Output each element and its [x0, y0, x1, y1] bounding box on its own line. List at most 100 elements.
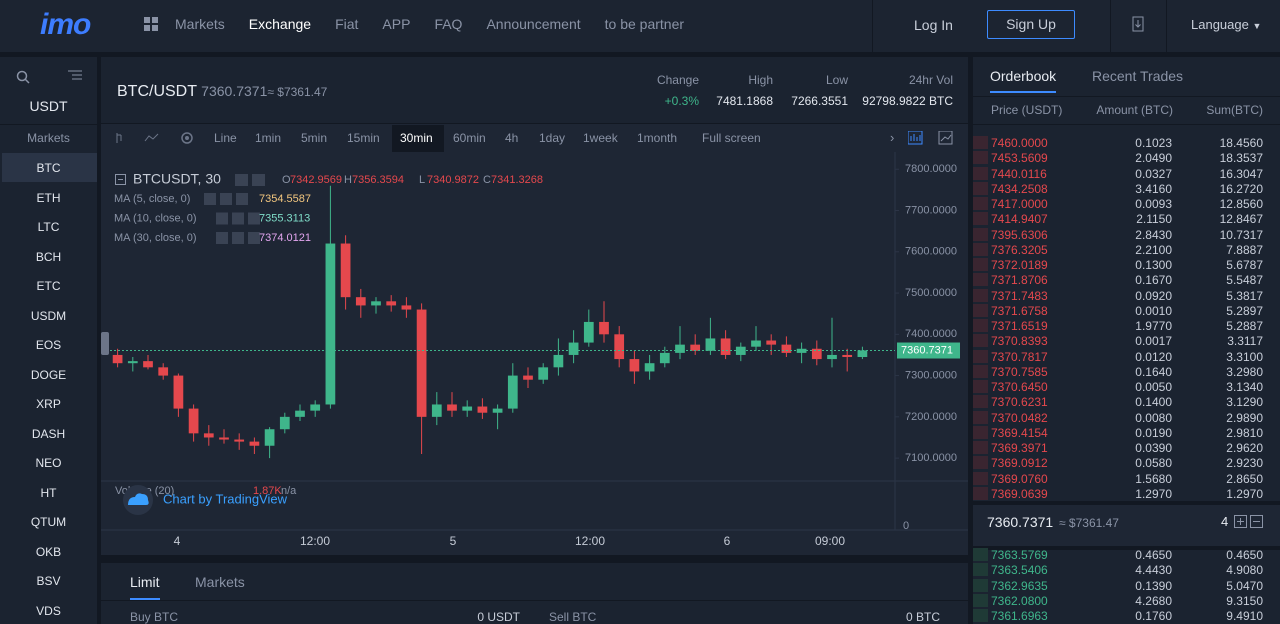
book-price[interactable]: 7362.0800 — [991, 593, 1048, 608]
search-icon[interactable] — [16, 70, 30, 84]
coin[interactable]: BCH — [35, 249, 62, 264]
coin[interactable]: USDM — [30, 308, 67, 323]
tool-item[interactable]: Line — [214, 131, 237, 145]
toolbar-icons[interactable] — [114, 131, 204, 145]
tool-item[interactable]: 60min — [453, 131, 486, 145]
book-sum: 16.2720 — [1219, 181, 1263, 196]
coin[interactable]: EOS — [35, 338, 62, 352]
coin[interactable]: LTC — [37, 220, 60, 234]
book-price[interactable]: 7371.8706 — [991, 273, 1048, 288]
indicator-icon[interactable] — [236, 193, 248, 205]
coin[interactable]: OKB — [35, 544, 62, 559]
quote[interactable]: USDT — [29, 98, 68, 114]
download-icon[interactable] — [1132, 16, 1144, 32]
tool-item[interactable]: 1week — [583, 131, 618, 145]
logo[interactable]: imo — [40, 8, 91, 41]
indicator-name: MA (5, close, 0) — [114, 193, 190, 205]
coin[interactable]: HT — [40, 485, 57, 500]
book-price[interactable]: 7370.6450 — [991, 380, 1048, 395]
nav-item[interactable]: to be partner — [604, 16, 685, 32]
coin[interactable]: VDS — [36, 603, 61, 618]
book-price[interactable]: 7372.0189 — [991, 258, 1048, 273]
book-price[interactable]: 7369.3971 — [991, 441, 1048, 456]
book-price[interactable]: 7453.5609 — [991, 151, 1048, 166]
indicator-icon[interactable] — [216, 232, 228, 244]
book-price[interactable]: 7460.0000 — [991, 136, 1048, 150]
book-price[interactable]: 7363.5769 — [991, 548, 1048, 562]
nav-item[interactable]: Exchange — [248, 16, 312, 32]
orderbook-tab[interactable]: Orderbook — [990, 68, 1057, 93]
nav-item[interactable]: Markets — [175, 16, 225, 32]
tool-item[interactable]: Full screen — [702, 131, 761, 145]
coin[interactable]: BTC — [36, 161, 61, 175]
login[interactable]: Log In — [914, 17, 953, 33]
nav-item[interactable]: FAQ — [434, 16, 463, 32]
coin[interactable]: ETH — [36, 190, 61, 205]
indicator-icon[interactable] — [248, 212, 260, 225]
indicator-icon[interactable] — [232, 212, 244, 225]
indicator-icon[interactable] — [204, 193, 216, 205]
coin[interactable]: DOGE — [30, 367, 67, 382]
book-price[interactable]: 7395.6306 — [991, 227, 1048, 242]
book-price[interactable]: 7361.6963 — [991, 609, 1048, 624]
chart-type-icons[interactable] — [908, 131, 956, 145]
indicator-icon[interactable] — [216, 212, 228, 225]
orderbook-tab[interactable]: Recent Trades — [1092, 68, 1184, 84]
language[interactable]: Language ▼ — [1191, 17, 1262, 32]
book-bar — [973, 425, 988, 439]
book-bar — [973, 151, 988, 165]
tool-item[interactable]: 4h — [505, 131, 519, 145]
book-price[interactable]: 7371.6758 — [991, 303, 1048, 318]
tool-item[interactable]: 15min — [347, 131, 380, 145]
tool-item[interactable]: 1month — [637, 131, 678, 145]
tool-item[interactable]: 5min — [301, 131, 328, 145]
book-price[interactable]: 7371.6519 — [991, 319, 1048, 334]
indicator-icon[interactable] — [232, 232, 244, 244]
coin[interactable]: XRP — [36, 397, 61, 411]
tool-item[interactable]: 30min — [400, 131, 433, 145]
depth-buttons[interactable] — [1234, 515, 1266, 529]
y-tick-label: 7300.0000 — [905, 369, 957, 381]
watermark[interactable]: Chart by TradingView — [163, 491, 288, 506]
book-price[interactable]: 7369.0912 — [991, 456, 1048, 471]
panel-handle[interactable] — [101, 332, 109, 355]
tool-item[interactable]: 1day — [539, 131, 566, 145]
coin[interactable]: BSV — [36, 574, 61, 588]
book-price[interactable]: 7369.0639 — [991, 486, 1048, 501]
book-price[interactable]: 7370.8393 — [991, 334, 1048, 349]
order-tab[interactable]: Limit — [130, 574, 160, 600]
book-price[interactable]: 7369.4154 — [991, 425, 1048, 440]
legend-icon[interactable] — [252, 174, 265, 186]
book-price[interactable]: 7414.9407 — [991, 212, 1048, 227]
coin[interactable]: DASH — [31, 426, 66, 441]
list-icon[interactable] — [68, 70, 82, 80]
book-price[interactable]: 7370.0482 — [991, 410, 1048, 425]
candle-body — [735, 346, 746, 355]
book-price[interactable]: 7370.7585 — [991, 364, 1048, 379]
book-price[interactable]: 7370.7817 — [991, 349, 1048, 364]
book-price[interactable]: 7371.7483 — [991, 288, 1048, 303]
book-price[interactable]: 7440.0116 — [991, 166, 1047, 181]
book-price[interactable]: 7363.5406 — [991, 563, 1048, 578]
coin[interactable]: QTUM — [30, 515, 67, 529]
legend-icon[interactable] — [235, 174, 248, 186]
scroll-arrow[interactable]: › — [890, 130, 895, 145]
coin[interactable]: NEO — [35, 456, 62, 470]
tool-item[interactable]: 1min — [255, 131, 282, 145]
indicator-icon[interactable] — [248, 232, 260, 244]
coin[interactable]: ETC — [36, 279, 61, 293]
book-price[interactable]: 7370.6231 — [991, 395, 1048, 410]
grid-icon[interactable] — [144, 17, 158, 31]
book-price[interactable]: 7376.3205 — [991, 242, 1048, 257]
nav-item[interactable]: Fiat — [335, 16, 359, 32]
indicator-icon[interactable] — [220, 193, 232, 205]
order-tab[interactable]: Markets — [195, 574, 245, 590]
book-price[interactable]: 7434.2508 — [991, 181, 1048, 196]
nav-item[interactable]: APP — [382, 16, 411, 32]
signup[interactable]: Sign Up — [987, 10, 1075, 39]
nav-item[interactable]: Announcement — [486, 16, 581, 32]
book-price[interactable]: 7417.0000 — [991, 197, 1048, 212]
candle-body — [614, 334, 625, 360]
book-price[interactable]: 7362.9635 — [991, 578, 1048, 593]
book-price[interactable]: 7369.0760 — [991, 471, 1048, 486]
